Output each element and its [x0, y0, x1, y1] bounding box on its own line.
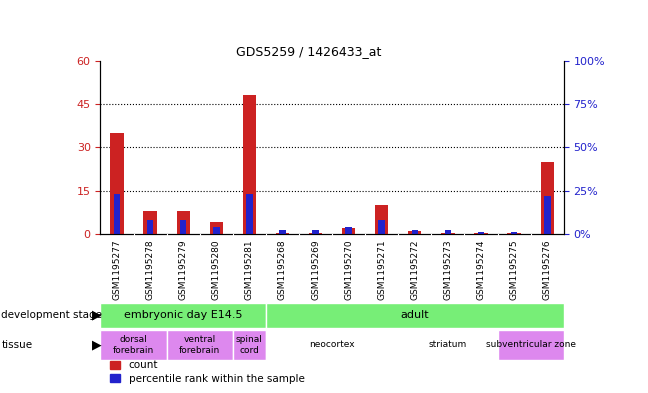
Text: development stage: development stage: [1, 310, 102, 320]
Text: GSM1195268: GSM1195268: [278, 239, 287, 300]
Bar: [309, 233, 322, 234]
Text: subventricular zone: subventricular zone: [485, 340, 575, 349]
Bar: [399, 330, 498, 360]
Bar: [100, 303, 266, 328]
Text: GSM1195280: GSM1195280: [212, 239, 221, 300]
Bar: [342, 228, 355, 234]
Text: GSM1195277: GSM1195277: [113, 239, 121, 300]
Bar: [246, 194, 253, 234]
Bar: [143, 211, 157, 234]
Bar: [312, 230, 319, 234]
Text: ventral
forebrain: ventral forebrain: [179, 335, 220, 354]
Text: GSM1195274: GSM1195274: [476, 239, 485, 300]
Text: adult: adult: [400, 310, 429, 320]
Bar: [110, 133, 124, 234]
Bar: [266, 303, 564, 328]
Text: GSM1195275: GSM1195275: [509, 239, 518, 300]
Text: GSM1195272: GSM1195272: [410, 239, 419, 300]
Bar: [540, 162, 554, 234]
Text: spinal
cord: spinal cord: [236, 335, 263, 354]
Text: GSM1195278: GSM1195278: [146, 239, 155, 300]
Bar: [408, 231, 421, 234]
Bar: [474, 233, 488, 234]
Title: GDS5259 / 1426433_at: GDS5259 / 1426433_at: [237, 45, 382, 58]
Bar: [180, 220, 187, 234]
Bar: [113, 194, 121, 234]
Bar: [544, 196, 551, 234]
Bar: [176, 211, 190, 234]
Bar: [279, 230, 286, 234]
Bar: [210, 222, 223, 234]
Text: GSM1195273: GSM1195273: [443, 239, 452, 300]
Text: embryonic day E14.5: embryonic day E14.5: [124, 310, 242, 320]
Bar: [478, 232, 484, 234]
Text: ▶: ▶: [92, 338, 102, 351]
Bar: [375, 205, 388, 234]
Text: ▶: ▶: [92, 309, 102, 322]
Bar: [243, 95, 256, 234]
Bar: [266, 330, 399, 360]
Text: striatum: striatum: [429, 340, 467, 349]
Bar: [411, 230, 418, 234]
Bar: [441, 233, 454, 234]
Bar: [507, 233, 521, 234]
Text: neocortex: neocortex: [309, 340, 355, 349]
Bar: [511, 232, 517, 234]
Text: GSM1195276: GSM1195276: [543, 239, 551, 300]
Bar: [213, 227, 220, 234]
Bar: [445, 230, 451, 234]
Bar: [276, 233, 289, 234]
Legend: count, percentile rank within the sample: count, percentile rank within the sample: [106, 356, 308, 388]
Bar: [378, 220, 385, 234]
Bar: [498, 330, 564, 360]
Bar: [233, 330, 266, 360]
Bar: [146, 220, 154, 234]
Text: dorsal
forebrain: dorsal forebrain: [113, 335, 154, 354]
Bar: [345, 227, 352, 234]
Text: GSM1195270: GSM1195270: [344, 239, 353, 300]
Bar: [167, 330, 233, 360]
Text: GSM1195269: GSM1195269: [311, 239, 320, 300]
Text: tissue: tissue: [1, 340, 32, 350]
Text: GSM1195271: GSM1195271: [377, 239, 386, 300]
Text: GSM1195279: GSM1195279: [179, 239, 188, 300]
Bar: [100, 330, 167, 360]
Text: GSM1195281: GSM1195281: [245, 239, 254, 300]
